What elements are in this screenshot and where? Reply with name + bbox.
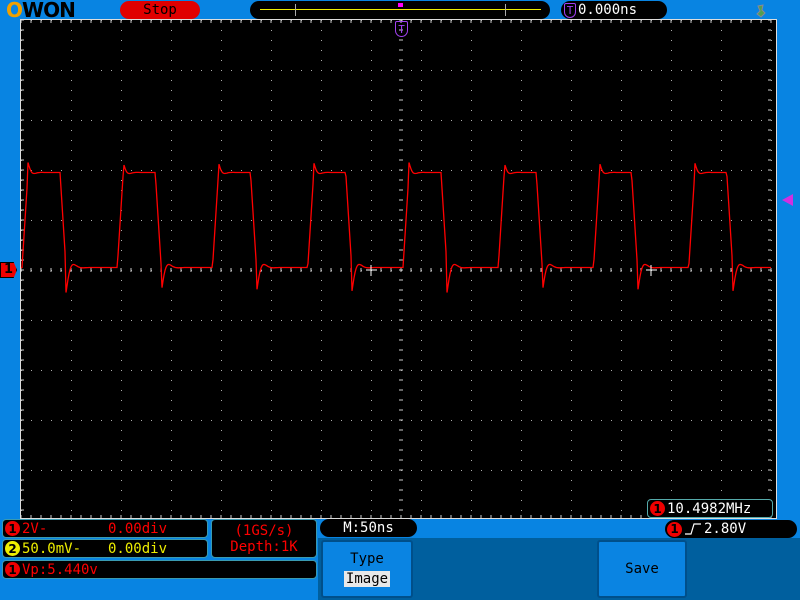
timebase-readout[interactable]: M:50ns (320, 519, 417, 537)
memory-bar (260, 9, 541, 10)
acquisition-info: (1GS/s) Depth:1K (211, 519, 317, 558)
horizontal-position-bar[interactable] (250, 1, 550, 19)
run-stop-button[interactable]: Stop (120, 1, 200, 19)
trigger-position-t-icon: T (395, 21, 408, 37)
frequency-readout: 1 10.4982MHz (647, 499, 773, 518)
channel2-info: 2 50.0mV- 0.00div (2, 539, 208, 558)
channel1-waveform (21, 162, 771, 293)
trigger-readout: 1 2.80V (665, 520, 797, 538)
usb-icon (755, 3, 767, 18)
trigger-position-marker (398, 3, 403, 7)
rising-edge-icon (685, 523, 701, 535)
trigger-time-readout: T 0.000ns (561, 1, 667, 19)
owon-logo: OWON (6, 0, 76, 22)
measurement-readout: 1 Vp:5.440v (2, 560, 317, 579)
waveform-display[interactable]: T 1 10.4982MHz (20, 19, 777, 519)
type-button[interactable]: Type Image (321, 540, 413, 598)
window-left-bracket (295, 4, 296, 16)
trigger-level-marker[interactable] (782, 194, 793, 206)
save-button[interactable]: Save (597, 540, 687, 598)
grid-dots (21, 20, 772, 511)
channel1-info: 1 2V- 0.00div (2, 519, 208, 538)
window-right-bracket (505, 4, 506, 16)
channel1-ground-marker[interactable]: 1 (0, 262, 17, 278)
axis-ticks (21, 20, 772, 518)
trigger-t-icon: T (564, 2, 576, 18)
type-value: Image (343, 571, 391, 587)
cursor-markers (366, 265, 657, 276)
